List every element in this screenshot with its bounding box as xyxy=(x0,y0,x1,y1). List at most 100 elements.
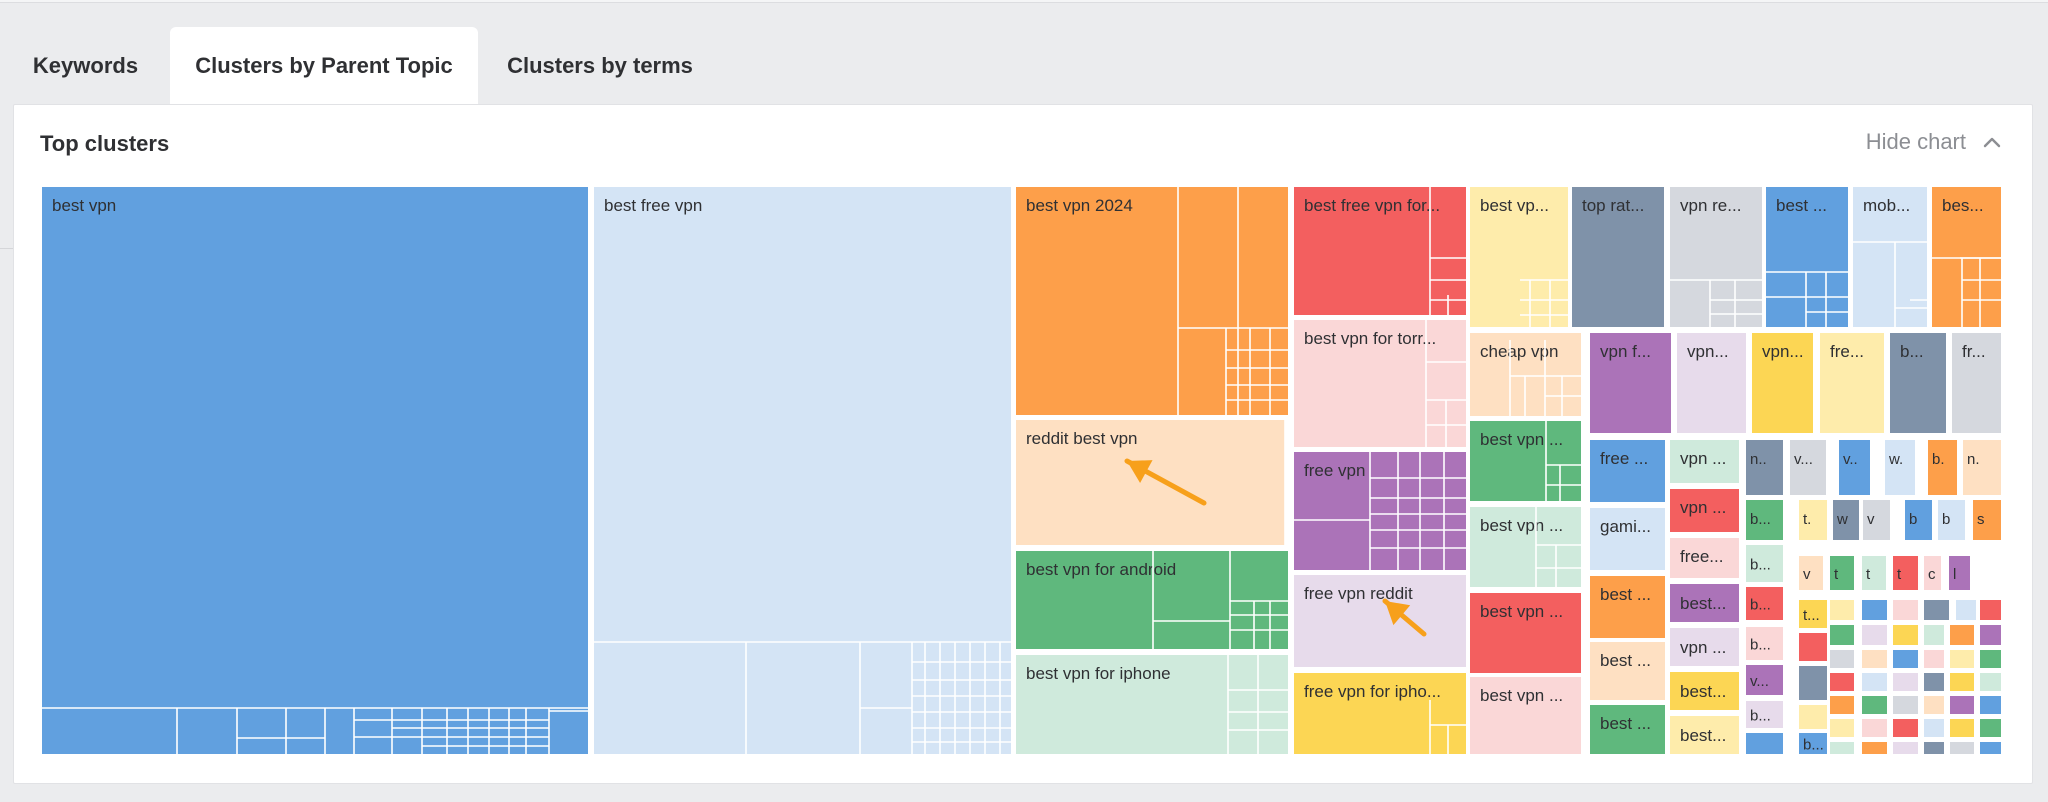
cluster-cell[interactable] xyxy=(42,187,588,754)
cluster-cell[interactable] xyxy=(1294,187,1466,315)
subcluster-cell[interactable] xyxy=(1924,673,1944,691)
subcluster-cell[interactable] xyxy=(1893,673,1918,691)
subcluster-cell[interactable] xyxy=(1980,650,2001,668)
cluster-cell[interactable] xyxy=(1470,593,1581,673)
subcluster-cell[interactable] xyxy=(1950,719,1974,737)
subcluster-cell[interactable] xyxy=(1830,650,1854,668)
cluster-cell[interactable] xyxy=(1963,440,2001,495)
subcluster-cell[interactable] xyxy=(1893,696,1918,714)
cluster-cell[interactable] xyxy=(1885,440,1915,495)
cluster-cell[interactable] xyxy=(1294,452,1466,570)
cluster-cell[interactable] xyxy=(1294,320,1466,447)
cluster-cell[interactable] xyxy=(1470,507,1581,587)
cluster-cell[interactable] xyxy=(594,187,1011,754)
cluster-cell[interactable] xyxy=(1746,500,1783,540)
cluster-cell[interactable] xyxy=(1839,440,1870,495)
cluster-cell[interactable] xyxy=(1853,187,1927,327)
cluster-cell[interactable] xyxy=(1746,701,1783,728)
cluster-cell[interactable] xyxy=(1905,500,1932,540)
subcluster-cell[interactable] xyxy=(1830,742,1854,754)
subcluster-cell[interactable] xyxy=(1893,600,1918,620)
cluster-cell[interactable] xyxy=(1952,333,2001,433)
subcluster-cell[interactable] xyxy=(1862,650,1887,668)
subcluster-cell[interactable] xyxy=(1893,625,1918,645)
cluster-cell[interactable] xyxy=(1973,500,2001,540)
subcluster-cell[interactable] xyxy=(1924,650,1944,668)
tab-keywords[interactable]: Keywords xyxy=(32,53,139,78)
hide-chart-toggle[interactable]: Hide chart xyxy=(1866,129,2002,155)
subcluster-cell[interactable] xyxy=(1862,600,1887,620)
subcluster-cell[interactable] xyxy=(1799,666,1827,700)
subcluster-cell[interactable] xyxy=(1799,633,1827,661)
subcluster-cell[interactable] xyxy=(1950,650,1974,668)
subcluster-cell[interactable] xyxy=(1862,625,1887,645)
cluster-cell[interactable] xyxy=(1670,187,1762,327)
cluster-cell[interactable] xyxy=(1752,333,1813,433)
subcluster-cell[interactable] xyxy=(1893,742,1918,754)
cluster-cell[interactable] xyxy=(1799,500,1827,540)
subcluster-cell[interactable] xyxy=(1862,673,1887,691)
cluster-cell[interactable] xyxy=(1820,333,1884,433)
cluster-cell[interactable] xyxy=(1833,500,1859,540)
subcluster-cell[interactable] xyxy=(1980,719,2001,737)
cluster-cell[interactable] xyxy=(1746,587,1783,620)
subcluster-cell[interactable] xyxy=(1980,696,2001,714)
cluster-cell[interactable] xyxy=(1670,440,1739,483)
subcluster-cell[interactable] xyxy=(1830,696,1854,714)
subcluster-cell[interactable] xyxy=(1950,742,1974,754)
subcluster-cell[interactable] xyxy=(1893,719,1918,737)
cluster-cell[interactable] xyxy=(1890,333,1946,433)
subcluster-cell[interactable] xyxy=(1950,625,1974,645)
subcluster-cell[interactable] xyxy=(1950,696,1974,714)
subcluster-cell[interactable] xyxy=(1924,625,1944,645)
cluster-cell[interactable] xyxy=(1932,187,2001,327)
subcluster-cell[interactable] xyxy=(1980,673,2001,691)
cluster-cell[interactable] xyxy=(1470,421,1581,501)
cluster-cell[interactable] xyxy=(1016,551,1288,649)
cluster-cell[interactable] xyxy=(1790,440,1826,495)
cluster-cell[interactable] xyxy=(1938,500,1965,540)
subcluster-cell[interactable] xyxy=(1830,625,1854,645)
subcluster-cell[interactable] xyxy=(1746,733,1783,754)
cluster-cell[interactable] xyxy=(1670,489,1739,532)
cluster-cell[interactable] xyxy=(1799,600,1827,628)
cluster-cell[interactable] xyxy=(1670,672,1739,710)
cluster-cell[interactable] xyxy=(1670,716,1739,754)
subcluster-cell[interactable] xyxy=(1924,742,1944,754)
cluster-cell[interactable] xyxy=(1590,705,1665,754)
subcluster-cell[interactable] xyxy=(1799,705,1827,729)
chevron-up-icon[interactable] xyxy=(1982,132,2002,152)
cluster-cell[interactable] xyxy=(1590,440,1665,502)
cluster-cell[interactable] xyxy=(1830,556,1854,590)
cluster-cell[interactable] xyxy=(1949,556,1970,590)
subcluster-cell[interactable] xyxy=(1862,696,1887,714)
cluster-cell[interactable] xyxy=(1016,187,1288,415)
cluster-cell[interactable] xyxy=(1746,627,1783,660)
cluster-cell[interactable] xyxy=(1294,673,1466,754)
cluster-cell[interactable] xyxy=(1590,576,1665,638)
subcluster-cell[interactable] xyxy=(1830,673,1854,691)
cluster-cell[interactable] xyxy=(1746,545,1783,582)
cluster-cell[interactable] xyxy=(1590,508,1665,570)
cluster-cell[interactable] xyxy=(1470,677,1581,754)
subcluster-cell[interactable] xyxy=(1893,650,1918,668)
cluster-cell[interactable] xyxy=(1862,556,1886,590)
subcluster-cell[interactable] xyxy=(1830,719,1854,737)
cluster-cell[interactable] xyxy=(1799,733,1827,754)
subcluster-cell[interactable] xyxy=(1862,719,1887,737)
cluster-cell[interactable] xyxy=(1799,556,1823,590)
cluster-cell[interactable] xyxy=(1016,655,1288,754)
cluster-cell[interactable] xyxy=(1590,642,1665,700)
cluster-cell[interactable] xyxy=(1746,665,1783,695)
cluster-cell[interactable] xyxy=(1016,420,1285,545)
subcluster-cell[interactable] xyxy=(1830,600,1854,620)
tab-clusters-by-terms[interactable]: Clusters by terms xyxy=(507,53,693,78)
subcluster-cell[interactable] xyxy=(1862,742,1887,754)
cluster-cell[interactable] xyxy=(1670,584,1739,622)
cluster-cell[interactable] xyxy=(1670,538,1739,578)
cluster-cell[interactable] xyxy=(1294,575,1466,667)
tab-clusters-by-parent-topic[interactable]: Clusters by Parent Topic xyxy=(170,27,478,105)
subcluster-cell[interactable] xyxy=(1924,719,1944,737)
subcluster-cell[interactable] xyxy=(1924,600,1949,620)
cluster-cell[interactable] xyxy=(1470,187,1568,327)
